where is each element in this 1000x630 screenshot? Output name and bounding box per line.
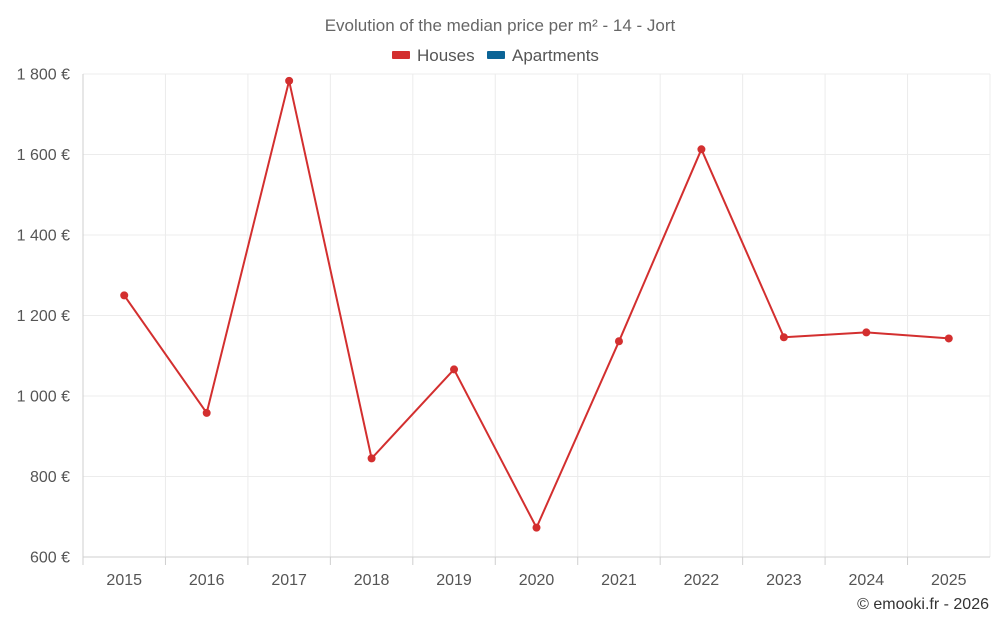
data-point-houses-2025[interactable] <box>944 334 953 343</box>
data-point-houses-2016[interactable] <box>202 408 211 417</box>
credit-text: © emooki.fr - 2026 <box>857 596 989 613</box>
data-point-houses-2019[interactable] <box>450 365 459 374</box>
x-tick-label: 2024 <box>849 572 885 589</box>
y-tick-label: 800 € <box>30 469 70 486</box>
x-tick-label: 2017 <box>271 572 307 589</box>
data-point-houses-2024[interactable] <box>862 328 871 337</box>
x-tick-label: 2021 <box>601 572 637 589</box>
x-tick-label: 2018 <box>354 572 390 589</box>
y-tick-label: 1 800 € <box>17 67 70 84</box>
data-point-houses-2023[interactable] <box>779 333 788 342</box>
legend-item-apartments[interactable]: Apartments <box>487 46 599 65</box>
data-point-houses-2022[interactable] <box>697 145 706 154</box>
x-tick-label: 2016 <box>189 572 225 589</box>
data-point-houses-2017[interactable] <box>285 76 294 85</box>
data-point-houses-2018[interactable] <box>367 454 376 463</box>
y-tick-label: 1 000 € <box>17 389 70 406</box>
grid <box>82 73 991 557</box>
legend-label-apartments: Apartments <box>512 46 599 65</box>
y-tick-label: 1 200 € <box>17 308 70 325</box>
data-point-houses-2015[interactable] <box>120 291 129 300</box>
x-tick-label: 2020 <box>519 572 555 589</box>
legend-item-houses[interactable]: Houses <box>392 46 475 65</box>
axes: 600 € 800 € 1 000 € 1 200 € 1 400 € 1 600 € 1 … <box>17 67 990 589</box>
x-tick-label: 2025 <box>931 572 967 589</box>
data-point-houses-2020[interactable] <box>532 523 541 532</box>
x-tick-label: 2022 <box>684 572 720 589</box>
x-tick-label: 2015 <box>106 572 142 589</box>
series-layer <box>120 76 953 532</box>
y-tick-label: 1 400 € <box>17 228 70 245</box>
x-tick-label: 2019 <box>436 572 472 589</box>
legend-label-houses: Houses <box>417 46 475 65</box>
data-point-houses-2021[interactable] <box>614 337 623 346</box>
y-tick-label: 600 € <box>30 550 70 567</box>
chart-title: Evolution of the median price per m² - 1… <box>325 16 676 35</box>
y-tick-label: 1 600 € <box>17 147 70 164</box>
legend: Houses Apartments <box>392 46 599 65</box>
x-tick-label: 2023 <box>766 572 802 589</box>
legend-swatch-houses <box>392 51 410 59</box>
legend-swatch-apartments <box>487 51 505 59</box>
